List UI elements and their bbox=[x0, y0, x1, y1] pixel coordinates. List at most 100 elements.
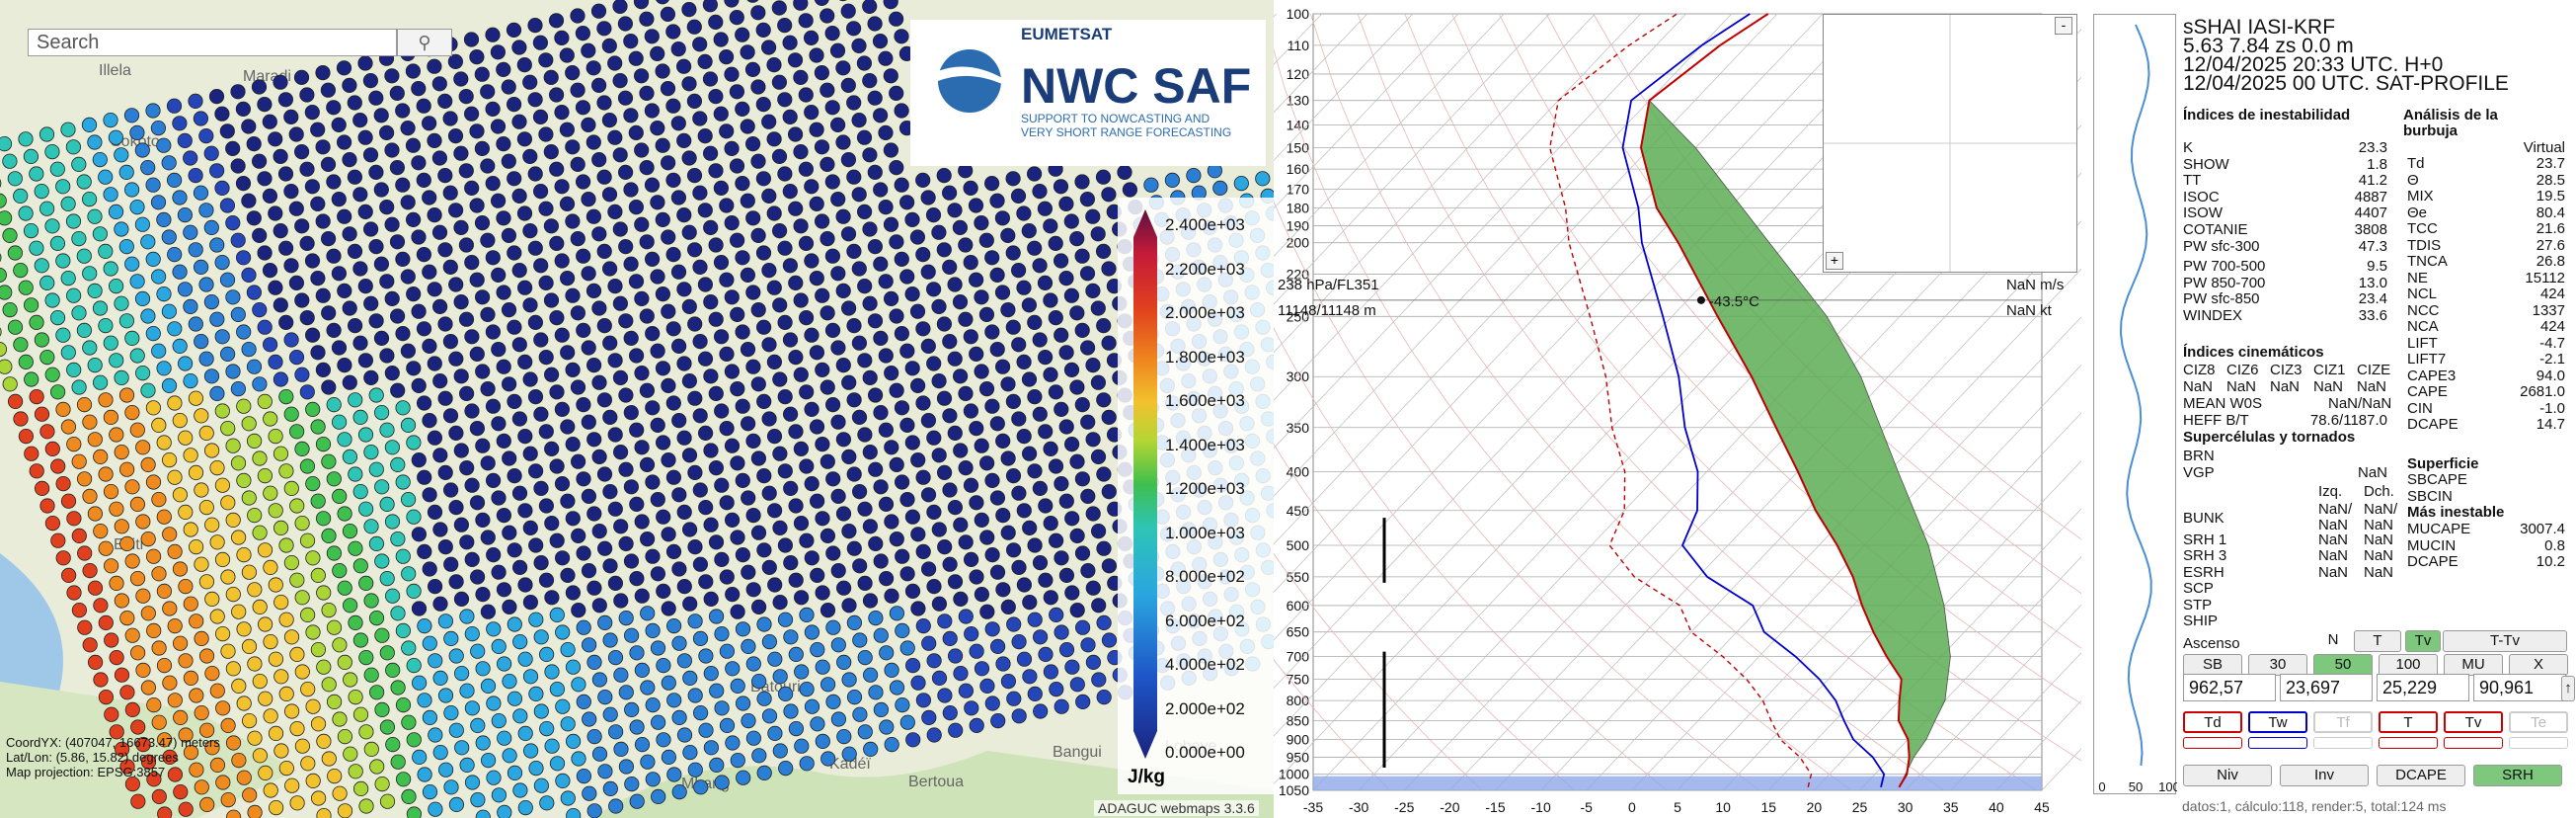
pressure-tick-label: 750 bbox=[1287, 672, 1310, 688]
curve-style-button[interactable] bbox=[2509, 737, 2568, 749]
grid-point bbox=[670, 338, 687, 354]
grid-point bbox=[782, 406, 799, 422]
grid-point bbox=[549, 607, 565, 623]
grid-point bbox=[98, 614, 114, 631]
grid-point bbox=[835, 208, 851, 224]
grid-point bbox=[601, 187, 618, 203]
bubble-name: CIN bbox=[2407, 399, 2433, 417]
isotherm-line bbox=[1274, 13, 1414, 161]
grid-point bbox=[352, 261, 368, 277]
search-button[interactable]: ⚲ bbox=[397, 29, 452, 56]
parcel-level-button[interactable]: X bbox=[2509, 654, 2568, 676]
grid-point bbox=[24, 297, 39, 313]
grid-point bbox=[714, 625, 730, 642]
view-mode-button[interactable]: DCAPE bbox=[2377, 765, 2465, 786]
ascent-mode-button[interactable]: T-Tv bbox=[2443, 630, 2567, 652]
grid-point bbox=[1027, 166, 1043, 182]
search-input[interactable]: Search bbox=[28, 29, 397, 56]
bubble-value: -1.0 bbox=[2539, 399, 2565, 417]
ascent-mode-button[interactable]: N bbox=[2327, 631, 2339, 648]
ascent-mode-button[interactable]: T bbox=[2354, 630, 2401, 652]
grid-point bbox=[628, 274, 645, 289]
curve-toggle-button[interactable]: Tw bbox=[2248, 711, 2307, 733]
bubble-value: 1337 bbox=[2532, 301, 2565, 319]
ascent-mode-button[interactable]: Tv bbox=[2405, 630, 2441, 652]
grid-point bbox=[1027, 463, 1043, 479]
index-value: 13.0 bbox=[2358, 274, 2387, 291]
parcel-level-button[interactable]: SB bbox=[2183, 654, 2242, 676]
curve-toggle-button[interactable]: Tv bbox=[2444, 711, 2503, 733]
grid-point bbox=[895, 696, 910, 713]
grid-point bbox=[629, 645, 645, 661]
grid-point bbox=[55, 401, 71, 417]
grid-point bbox=[629, 570, 645, 587]
grid-point bbox=[597, 689, 613, 705]
grid-point bbox=[1011, 633, 1027, 650]
grid-point bbox=[1074, 174, 1090, 190]
grid-point bbox=[602, 483, 618, 500]
grid-point bbox=[629, 496, 645, 512]
grid-point bbox=[109, 278, 124, 294]
grid-point bbox=[851, 483, 868, 500]
grid-point bbox=[714, 551, 730, 568]
curve-toggle-button[interactable]: Td bbox=[2183, 711, 2242, 733]
grid-point bbox=[1032, 258, 1048, 274]
grid-point bbox=[443, 630, 459, 647]
view-mode-button[interactable]: Inv bbox=[2280, 765, 2369, 786]
grid-point bbox=[162, 675, 178, 691]
grid-point bbox=[670, 190, 687, 205]
grid-point bbox=[299, 607, 316, 623]
grid-point bbox=[60, 345, 76, 361]
grid-point bbox=[979, 678, 995, 695]
grid-point bbox=[559, 47, 575, 63]
cape-map[interactable]: IllelaMaradiSokotoBanguiBertouaMbangKadé… bbox=[0, 0, 1274, 818]
curve-style-button[interactable] bbox=[2444, 737, 2503, 749]
view-mode-button[interactable]: SRH bbox=[2473, 765, 2562, 786]
grid-point bbox=[543, 144, 559, 160]
grid-point bbox=[347, 243, 363, 259]
curve-style-button[interactable] bbox=[2248, 737, 2307, 749]
up-arrow-button[interactable]: ↑ bbox=[2561, 676, 2575, 701]
hodograph-inset[interactable]: - + bbox=[1823, 14, 2077, 273]
curve-style-button[interactable] bbox=[2313, 737, 2373, 749]
grid-point bbox=[820, 528, 836, 544]
grid-point bbox=[0, 193, 7, 208]
grid-point bbox=[527, 240, 543, 256]
grid-point bbox=[666, 693, 682, 708]
grid-point bbox=[634, 736, 651, 753]
parcel-level-button[interactable]: MU bbox=[2444, 654, 2503, 676]
numeric-input[interactable]: 23,697 bbox=[2280, 674, 2373, 701]
grid-point bbox=[782, 332, 799, 348]
numeric-input[interactable]: 962,57 bbox=[2183, 674, 2276, 701]
parcel-level-button[interactable]: 100 bbox=[2379, 654, 2438, 676]
grid-point bbox=[640, 606, 656, 621]
grid-point bbox=[374, 479, 390, 495]
inset-minus-button[interactable]: - bbox=[2055, 17, 2072, 35]
grid-point bbox=[194, 704, 209, 721]
grid-point bbox=[496, 507, 511, 524]
inset-plus-button[interactable]: + bbox=[1826, 252, 1843, 270]
curve-toggle-button[interactable]: Tf bbox=[2313, 711, 2373, 733]
sup-name: VGP bbox=[2183, 464, 2215, 481]
curve-style-button[interactable] bbox=[2183, 737, 2242, 749]
legend-label: 2.000e+03 bbox=[1165, 303, 1245, 322]
curve-toggle-button[interactable]: T bbox=[2379, 711, 2438, 733]
grid-point bbox=[1096, 243, 1112, 259]
grid-point bbox=[188, 168, 203, 184]
grid-point bbox=[208, 89, 225, 105]
grid-point bbox=[581, 488, 597, 504]
view-mode-button[interactable]: Niv bbox=[2183, 765, 2272, 786]
parcel-level-button[interactable]: 30 bbox=[2248, 654, 2307, 676]
numeric-input[interactable]: 25,229 bbox=[2377, 674, 2469, 701]
grid-point bbox=[480, 530, 496, 545]
grid-point bbox=[470, 717, 486, 734]
grid-point bbox=[18, 131, 34, 147]
parcel-level-button[interactable]: 50 bbox=[2313, 654, 2373, 676]
grid-point bbox=[645, 548, 661, 564]
grid-point bbox=[230, 306, 246, 322]
numeric-input[interactable]: 90,961 bbox=[2473, 674, 2566, 701]
curve-toggle-button[interactable]: Te bbox=[2509, 711, 2568, 733]
curve-style-button[interactable] bbox=[2379, 737, 2438, 749]
temperature-tick-label: -15 bbox=[1485, 799, 1505, 815]
grid-point bbox=[135, 365, 151, 381]
